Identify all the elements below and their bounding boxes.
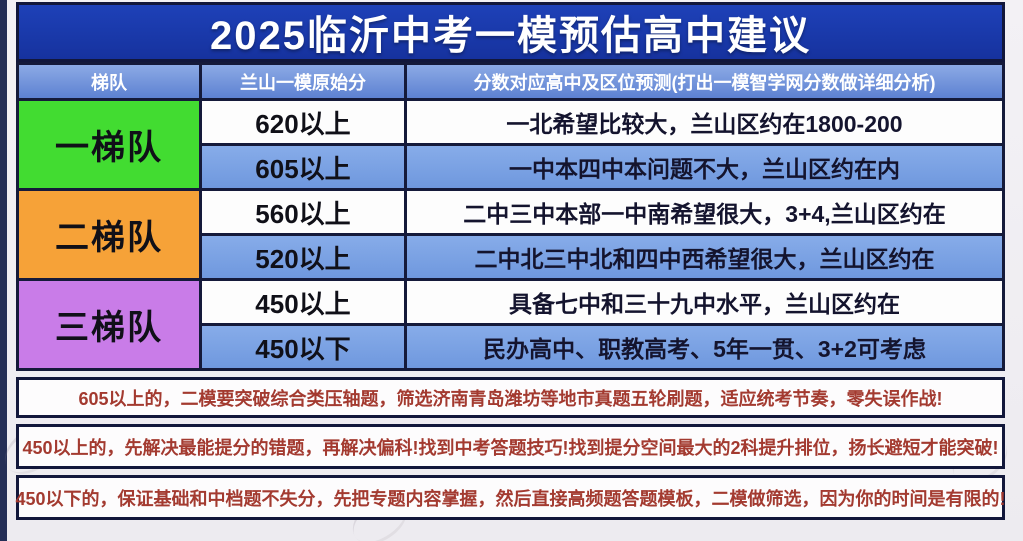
infographic-sheet: 2025临沂中考一模预估高中建议 梯队 兰山一模原始分 分数对应高中及区位预测(… [15,2,1006,520]
prediction-cell: 二中三中本部一中南希望很大，3+4,兰山区约在 [407,191,1002,233]
score-cell: 560以上 [202,191,404,233]
title-banner: 2025临沂中考一模预估高中建议 [16,2,1005,62]
tier-cell-2: 二梯队 [19,191,199,278]
prediction-cell: 具备七中和三十九中水平，兰山区约在 [407,281,1002,323]
page-title: 2025临沂中考一模预估高中建议 [210,14,811,58]
prediction-cell: 二中北三中北和四中西希望很大，兰山区约在 [407,236,1002,278]
advice-note-text: 605以上的，二模要突破综合类压轴题，筛选济南青岛潍坊等地市真题五轮刷题，适应统… [78,388,943,409]
tier-cell-1: 一梯队 [19,101,199,188]
prediction-cell: 一中本四中本问题不大，兰山区约在内 [407,146,1002,188]
prediction-table: 梯队 兰山一模原始分 分数对应高中及区位预测(打出一模智学网分数做详细分析) 一… [16,62,1005,371]
score-cell: 620以上 [202,101,404,143]
advice-note-450below: 450以下的，保证基础和中档题不失分，先把专题内容掌握，然后直接高频题答题模板，… [15,475,1006,520]
column-header-prediction: 分数对应高中及区位预测(打出一模智学网分数做详细分析) [407,65,1002,98]
advice-note-450plus: 450以上的，先解决最能提分的错题，再解决偏科!找到中考答题技巧!找到提分空间最… [16,424,1005,469]
score-cell: 520以上 [202,236,404,278]
column-header-tier: 梯队 [19,65,199,98]
left-edge-strip [0,0,7,541]
score-cell: 450以上 [202,281,404,323]
advice-note-text: 450以上的，先解决最能提分的错题，再解决偏科!找到中考答题技巧!找到提分空间最… [22,437,999,458]
prediction-cell: 民办高中、职教高考、5年一贯、3+2可考虑 [407,326,1002,368]
advice-note-text: 450以下的，保证基础和中档题不失分，先把专题内容掌握，然后直接高频题答题模板，… [15,488,1006,509]
column-header-score: 兰山一模原始分 [202,65,404,98]
advice-note-605plus: 605以上的，二模要突破综合类压轴题，筛选济南青岛潍坊等地市真题五轮刷题，适应统… [16,377,1005,418]
score-cell: 450以下 [202,326,404,368]
prediction-cell: 一北希望比较大，兰山区约在1800-200 [407,101,1002,143]
score-cell: 605以上 [202,146,404,188]
tier-cell-3: 三梯队 [19,281,199,368]
